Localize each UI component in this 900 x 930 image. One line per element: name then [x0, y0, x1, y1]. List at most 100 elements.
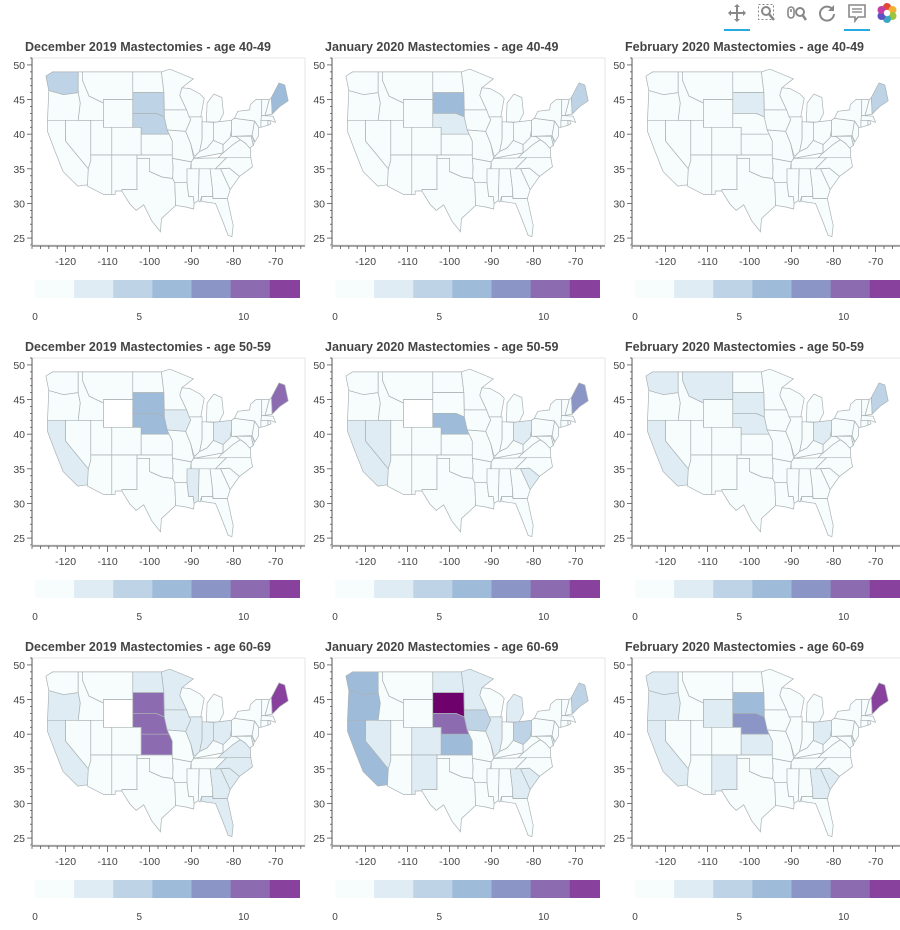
state-me[interactable] — [871, 382, 889, 415]
state-co[interactable] — [111, 426, 142, 456]
reset-tool[interactable] — [814, 2, 840, 28]
state-nm[interactable] — [111, 154, 138, 195]
state-nm[interactable] — [111, 754, 138, 795]
state-ks[interactable] — [740, 433, 773, 456]
state-pa[interactable] — [531, 717, 556, 737]
state-ks[interactable] — [140, 733, 173, 756]
state-nj[interactable] — [251, 120, 260, 143]
state-ma[interactable] — [860, 115, 877, 123]
box-zoom-tool[interactable] — [754, 2, 780, 28]
state-me[interactable] — [571, 682, 589, 715]
map-panel[interactable]: 25 30 35 40 45 50 -120 -110 -100 -90 -80 -70 0 5 10 15 — [13, 657, 354, 923]
state-ma[interactable] — [860, 415, 877, 423]
bokeh-logo[interactable] — [874, 2, 900, 28]
state-ma[interactable] — [260, 415, 277, 423]
state-nd[interactable] — [432, 671, 465, 693]
state-or[interactable] — [647, 90, 681, 121]
state-co[interactable] — [111, 726, 142, 756]
map-panel[interactable]: 25 30 35 40 45 50 -120 -110 -100 -90 -80 -70 0 5 10 15 — [613, 657, 900, 923]
state-nj[interactable] — [851, 420, 860, 443]
state-pa[interactable] — [231, 717, 256, 737]
state-co[interactable] — [711, 726, 742, 756]
state-me[interactable] — [271, 382, 289, 415]
state-nm[interactable] — [411, 454, 438, 495]
state-co[interactable] — [411, 126, 442, 156]
state-pa[interactable] — [231, 417, 256, 437]
hover-tool[interactable] — [844, 2, 870, 31]
state-co[interactable] — [111, 126, 142, 156]
state-wy[interactable] — [703, 399, 734, 428]
state-or[interactable] — [47, 690, 81, 721]
state-co[interactable] — [411, 426, 442, 456]
state-ks[interactable] — [740, 733, 773, 756]
state-me[interactable] — [271, 682, 289, 715]
state-co[interactable] — [411, 726, 442, 756]
state-nm[interactable] — [411, 754, 438, 795]
state-ks[interactable] — [140, 133, 173, 156]
state-fl[interactable] — [201, 196, 234, 238]
state-or[interactable] — [47, 390, 81, 421]
wheel-zoom-tool[interactable] — [784, 2, 810, 28]
state-fl[interactable] — [801, 196, 834, 238]
state-nd[interactable] — [132, 371, 165, 393]
state-nd[interactable] — [132, 671, 165, 693]
state-fl[interactable] — [801, 496, 834, 538]
state-nj[interactable] — [551, 420, 560, 443]
state-pa[interactable] — [531, 417, 556, 437]
state-nj[interactable] — [551, 720, 560, 743]
state-pa[interactable] — [831, 117, 856, 137]
state-pa[interactable] — [831, 417, 856, 437]
state-wy[interactable] — [103, 99, 134, 128]
state-ma[interactable] — [260, 715, 277, 723]
state-ma[interactable] — [560, 715, 577, 723]
state-nd[interactable] — [732, 671, 765, 693]
map-panel[interactable]: 25 30 35 40 45 50 -120 -110 -100 -90 -80 -70 0 5 10 15 — [313, 357, 654, 623]
state-nd[interactable] — [132, 71, 165, 93]
state-nj[interactable] — [851, 720, 860, 743]
state-me[interactable] — [271, 82, 289, 115]
state-fl[interactable] — [501, 496, 534, 538]
state-pa[interactable] — [831, 717, 856, 737]
state-nj[interactable] — [251, 720, 260, 743]
state-ma[interactable] — [560, 415, 577, 423]
state-me[interactable] — [571, 382, 589, 415]
state-fl[interactable] — [801, 796, 834, 838]
state-wy[interactable] — [403, 399, 434, 428]
map-panel[interactable]: 25 30 35 40 45 50 -120 -110 -100 -90 -80 -70 0 5 10 15 — [313, 57, 654, 323]
state-nd[interactable] — [432, 371, 465, 393]
state-nm[interactable] — [711, 454, 738, 495]
state-fl[interactable] — [201, 496, 234, 538]
state-wy[interactable] — [703, 699, 734, 728]
state-nj[interactable] — [551, 120, 560, 143]
map-panel[interactable]: 25 30 35 40 45 50 -120 -110 -100 -90 -80 -70 0 5 10 15 — [613, 57, 900, 323]
state-fl[interactable] — [501, 196, 534, 238]
state-wy[interactable] — [703, 99, 734, 128]
state-nj[interactable] — [851, 120, 860, 143]
state-ma[interactable] — [860, 715, 877, 723]
state-fl[interactable] — [501, 796, 534, 838]
state-ma[interactable] — [260, 115, 277, 123]
map-panel[interactable]: 25 30 35 40 45 50 -120 -110 -100 -90 -80 -70 0 5 10 15 — [13, 357, 354, 623]
state-ma[interactable] — [560, 115, 577, 123]
state-or[interactable] — [47, 90, 81, 121]
state-pa[interactable] — [231, 117, 256, 137]
map-panel[interactable]: 25 30 35 40 45 50 -120 -110 -100 -90 -80 -70 0 5 10 15 — [313, 657, 654, 923]
map-panel[interactable]: 25 30 35 40 45 50 -120 -110 -100 -90 -80 -70 0 5 10 15 — [13, 57, 354, 323]
state-or[interactable] — [347, 90, 381, 121]
state-wy[interactable] — [403, 99, 434, 128]
map-panel[interactable]: 25 30 35 40 45 50 -120 -110 -100 -90 -80 -70 0 5 10 15 — [613, 357, 900, 623]
state-or[interactable] — [347, 690, 381, 721]
state-ks[interactable] — [740, 133, 773, 156]
state-nm[interactable] — [711, 754, 738, 795]
state-nm[interactable] — [411, 154, 438, 195]
state-nj[interactable] — [251, 420, 260, 443]
state-nm[interactable] — [711, 154, 738, 195]
state-ks[interactable] — [140, 433, 173, 456]
state-co[interactable] — [711, 126, 742, 156]
state-me[interactable] — [871, 82, 889, 115]
pan-tool[interactable] — [724, 2, 750, 31]
state-me[interactable] — [871, 682, 889, 715]
state-co[interactable] — [711, 426, 742, 456]
state-wy[interactable] — [403, 699, 434, 728]
state-or[interactable] — [647, 390, 681, 421]
